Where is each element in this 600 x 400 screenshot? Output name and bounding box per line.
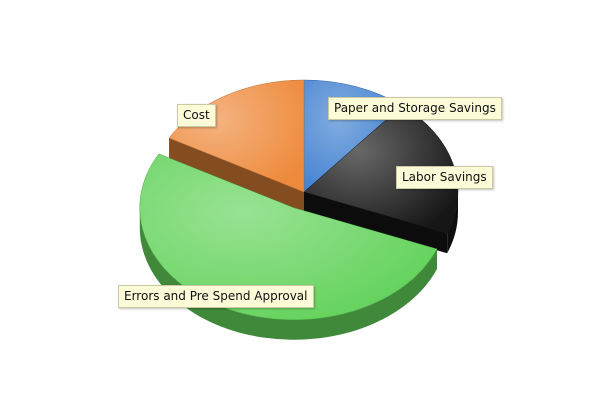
slice-label-paper-and-storage-savings: Paper and Storage Savings xyxy=(328,97,502,120)
slice-cut-labor-savings xyxy=(304,192,448,254)
slice-side-labor-savings xyxy=(447,192,458,254)
slice-cut-cost xyxy=(169,138,304,212)
slice-label-errors-and-pre-spend-approval: Errors and Pre Spend Approval xyxy=(118,285,314,308)
slice-label-labor-savings: Labor Savings xyxy=(396,166,493,189)
slice-label-cost: Cost xyxy=(177,104,216,127)
slices-layer xyxy=(139,79,459,340)
slice-errors-and-pre-spend-approval[interactable] xyxy=(139,153,438,321)
